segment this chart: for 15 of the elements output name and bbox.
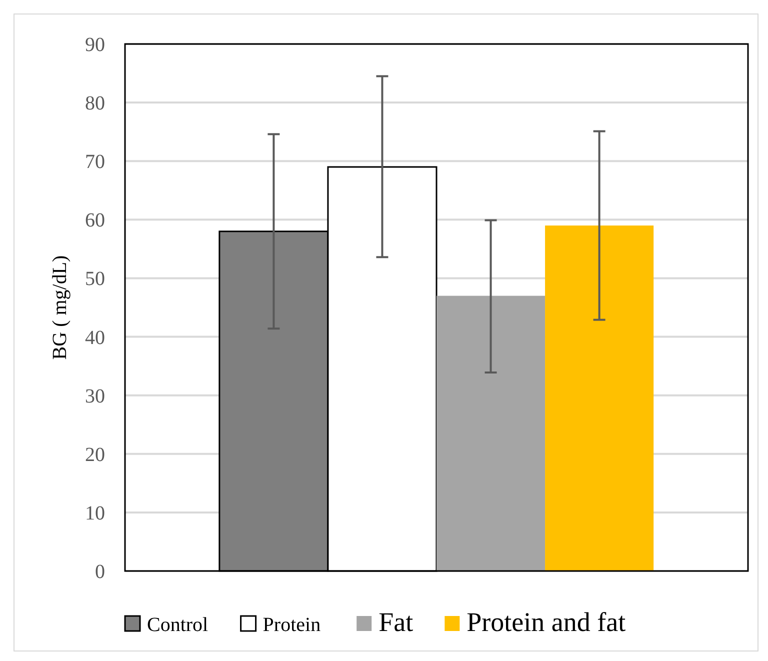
y-tick-label: 10 (85, 502, 105, 524)
legend-label: Fat (378, 607, 414, 637)
y-tick-label: 70 (85, 151, 105, 174)
y-tick-label: 90 (85, 34, 105, 56)
y-axis-title: BG ( mg/dL) (49, 255, 71, 360)
y-tick-label: 60 (85, 210, 105, 232)
legend-label: Protein and fat (466, 607, 626, 637)
y-tick-label: 30 (85, 385, 105, 408)
y-tick-label: 80 (85, 92, 105, 115)
y-tick-label: 50 (85, 268, 105, 290)
legend-label: Control (147, 614, 209, 636)
y-tick-label: 40 (85, 326, 105, 349)
y-tick-label: 0 (95, 561, 105, 583)
legend-label: Protein (262, 614, 321, 636)
y-tick-label: 20 (85, 444, 105, 466)
